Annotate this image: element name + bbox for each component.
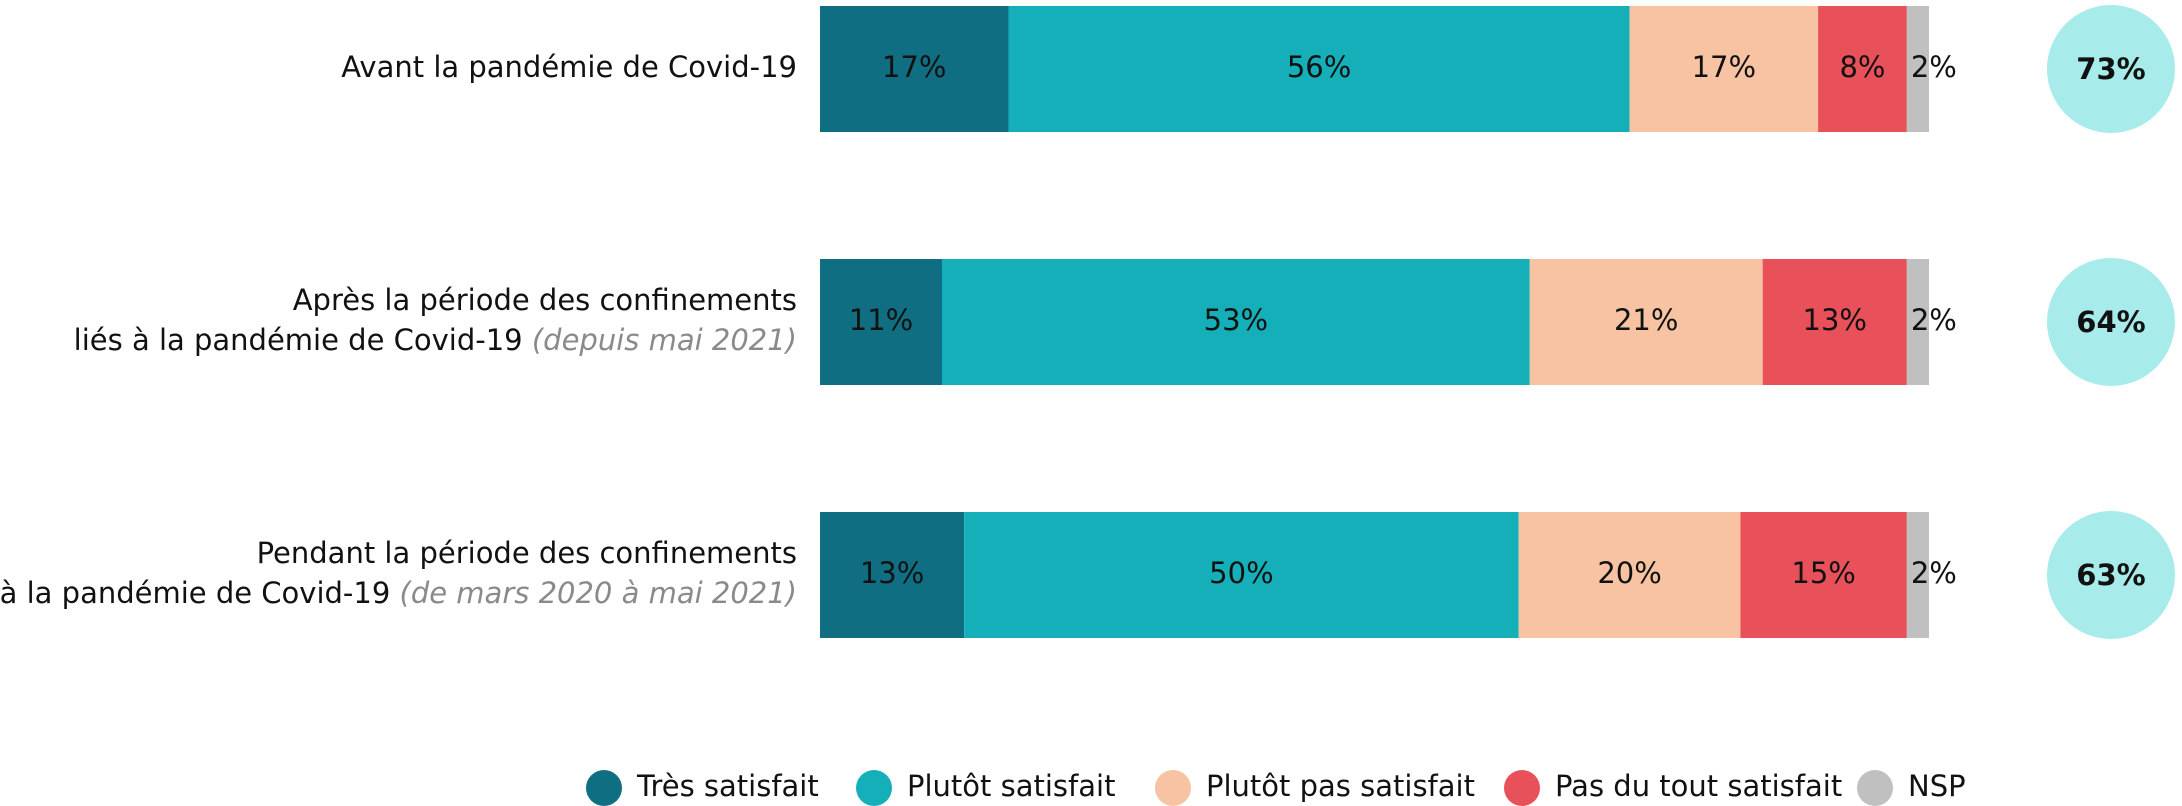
value-label: 17% xyxy=(1692,50,1756,84)
value-label: 11% xyxy=(849,303,913,337)
category-label: Pendant la période des confinements xyxy=(257,536,797,570)
bar-segment xyxy=(1762,259,1907,385)
bar-segment xyxy=(1529,259,1763,385)
value-label: 17% xyxy=(882,50,946,84)
value-label: 53% xyxy=(1204,303,1268,337)
bar-segment xyxy=(1906,6,1929,132)
bar-segment xyxy=(1518,512,1741,638)
legend-label: Plutôt pas satisfait xyxy=(1206,769,1475,803)
value-label: 20% xyxy=(1597,556,1661,590)
total-label: 73% xyxy=(2076,52,2145,86)
value-label: 2% xyxy=(1911,303,1957,337)
category-note: (de mars 2020 à mai 2021) xyxy=(400,576,797,610)
legend-label: Plutôt satisfait xyxy=(907,769,1115,803)
total-circle xyxy=(2047,511,2175,639)
legend-swatch xyxy=(1857,770,1893,806)
bar-segment xyxy=(1740,512,1907,638)
value-label: 13% xyxy=(860,556,924,590)
category-text: Pendant la période des confinements xyxy=(257,536,797,570)
category-text: Avant la pandémie de Covid-19 xyxy=(341,50,797,84)
value-label: 21% xyxy=(1614,303,1678,337)
legend-swatch xyxy=(586,770,622,806)
category-note: (depuis mai 2021) xyxy=(532,323,797,357)
bar-segment xyxy=(941,259,1530,385)
bar-segment xyxy=(1818,6,1907,132)
bar-segment xyxy=(964,512,1519,638)
bar-segment xyxy=(1008,6,1630,132)
value-label: 2% xyxy=(1911,50,1957,84)
category-label: liés à la pandémie de Covid-19 (depuis m… xyxy=(74,323,797,357)
category-text: Après la période des confinements xyxy=(293,283,797,317)
bar-segment xyxy=(820,6,1009,132)
bar-segment xyxy=(1906,259,1929,385)
category-text: liés à la pandémie de Covid-19 xyxy=(74,323,523,357)
value-label: 15% xyxy=(1791,556,1855,590)
category-label: Avant la pandémie de Covid-19 xyxy=(341,50,797,84)
total-circle xyxy=(2047,5,2175,133)
total-label: 63% xyxy=(2076,558,2145,592)
legend-label: Très satisfait xyxy=(636,769,819,803)
legend-swatch xyxy=(1155,770,1191,806)
value-label: 56% xyxy=(1287,50,1351,84)
category-label: liés à la pandémie de Covid-19 (de mars … xyxy=(0,576,797,610)
legend-label: NSP xyxy=(1908,769,1966,803)
value-label: 8% xyxy=(1839,50,1885,84)
total-label: 64% xyxy=(2076,305,2145,339)
bar-segment xyxy=(1629,6,1819,132)
total-circle xyxy=(2047,258,2175,386)
category-text: liés à la pandémie de Covid-19 xyxy=(0,576,390,610)
legend-label: Pas du tout satisfait xyxy=(1555,769,1842,803)
value-label: 2% xyxy=(1911,556,1957,590)
legend-swatch xyxy=(1504,770,1540,806)
legend-swatch xyxy=(856,770,892,806)
bar-segment xyxy=(1906,512,1929,638)
value-label: 50% xyxy=(1209,556,1273,590)
bar-segment xyxy=(820,512,965,638)
category-label: Après la période des confinements xyxy=(293,283,797,317)
value-label: 13% xyxy=(1803,303,1867,337)
bar-segment xyxy=(820,259,942,385)
